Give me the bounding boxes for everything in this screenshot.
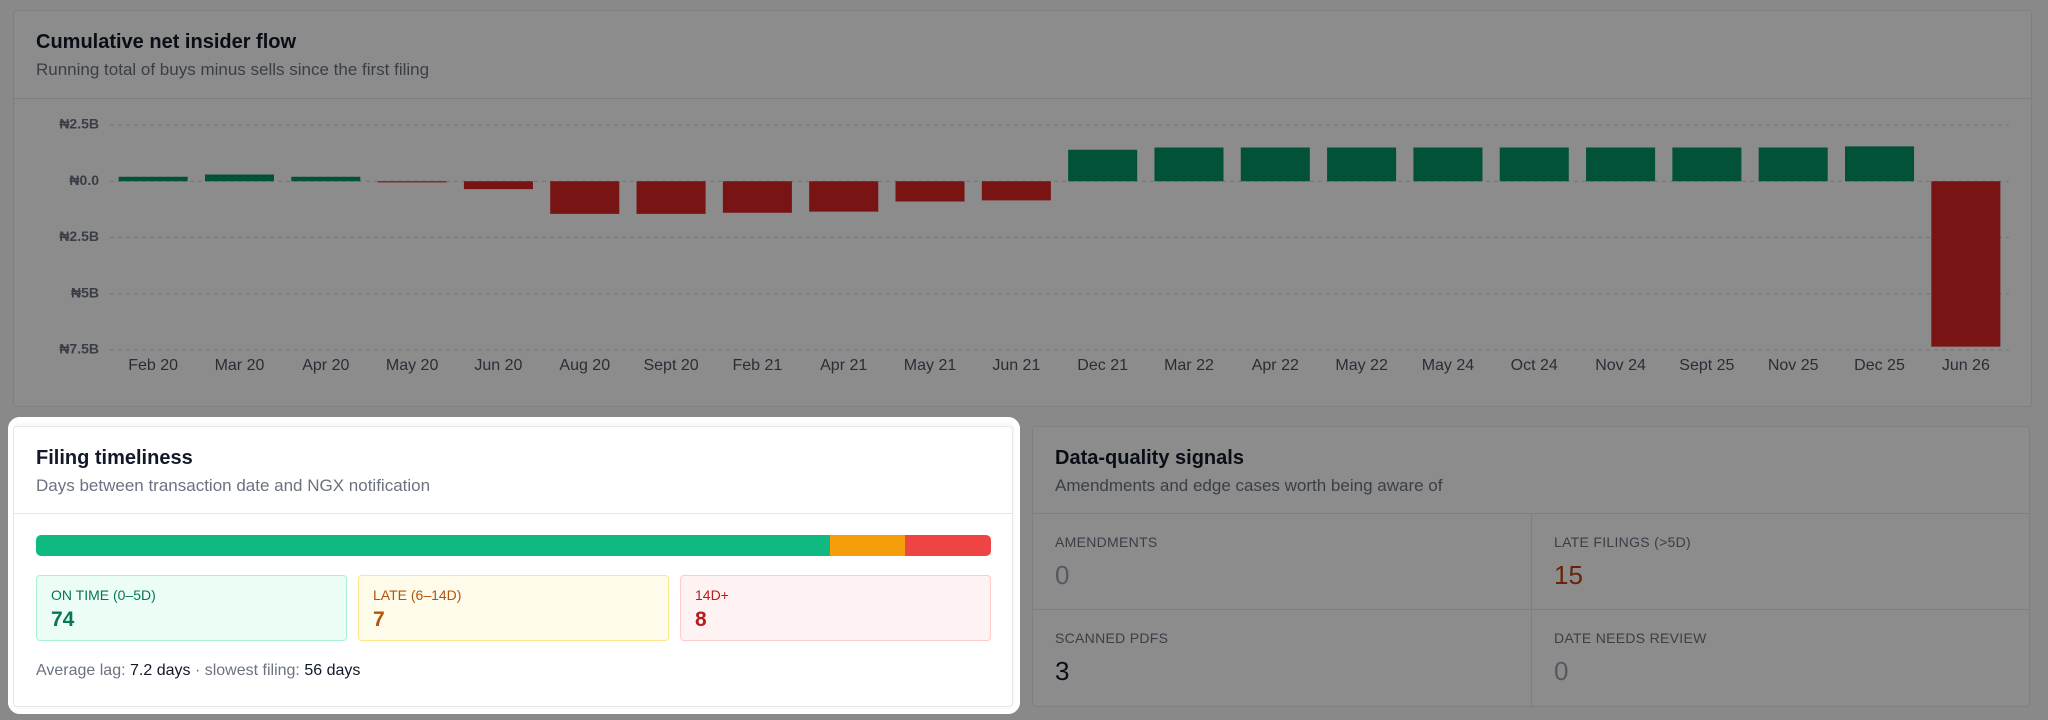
bar: [463, 181, 533, 190]
divider: [14, 513, 1012, 514]
bar: [1327, 147, 1397, 182]
quality-value: 0: [1554, 656, 1569, 686]
bar: [1931, 181, 2001, 347]
card-title: Data-quality signals: [1055, 447, 1244, 469]
bucket-label: ON TIME (0–5D): [51, 587, 156, 603]
card-subtitle: Running total of buys minus sells since …: [36, 60, 430, 79]
x-tick-label: May 20: [386, 357, 439, 374]
x-tick-label: Apr 21: [820, 357, 867, 374]
x-tick-label: Dec 25: [1854, 357, 1905, 374]
bar: [636, 181, 706, 214]
timeliness-segment: [830, 535, 906, 556]
bucket-label: 14D+: [695, 587, 729, 603]
x-tick-label: Feb 21: [732, 357, 782, 374]
divider: [14, 98, 2031, 99]
x-tick-label: Feb 20: [128, 357, 178, 374]
footer-value: 56 days: [304, 662, 361, 679]
bar: [291, 176, 361, 182]
bar: [1154, 147, 1224, 182]
footer-value: 7.2 days: [130, 662, 191, 679]
x-tick-label: May 21: [904, 357, 957, 374]
bucket-label: LATE (6–14D): [373, 587, 462, 603]
bar: [1844, 146, 1915, 182]
bucket-box: ON TIME (0–5D) 74: [36, 575, 347, 641]
divider: [1033, 513, 2029, 514]
timeliness-bar: [36, 535, 991, 556]
card-title: Filing timeliness: [36, 447, 193, 469]
footer-label: slowest filing:: [204, 662, 300, 679]
x-tick-label: Nov 24: [1595, 357, 1646, 374]
card-subtitle: Amendments and edge cases worth being aw…: [1055, 476, 1443, 495]
quality-cell: LATE FILINGS (>5D) 15: [1532, 514, 2030, 610]
bar: [1413, 147, 1483, 182]
bar: [204, 174, 275, 182]
quality-cell: AMENDMENTS 0: [1033, 514, 1531, 610]
y-tick-label: ₦5B: [71, 284, 99, 300]
quality-value: 0: [1055, 560, 1070, 590]
card-title: Cumulative net insider flow: [36, 31, 297, 53]
bar: [1499, 147, 1569, 182]
flow-card: Cumulative net insider flow Running tota…: [13, 10, 2032, 407]
timeliness-card: Filing timeliness Days between transacti…: [13, 426, 1013, 707]
bar: [1240, 147, 1310, 182]
timeliness-footer: Average lag: 7.2 days · slowest filing: …: [36, 662, 360, 680]
bar: [118, 176, 188, 182]
quality-label: AMENDMENTS: [1055, 534, 1158, 550]
quality-value: 3: [1055, 656, 1070, 686]
bar: [550, 181, 620, 214]
bucket-box: LATE (6–14D) 7: [358, 575, 669, 641]
bar: [981, 181, 1051, 201]
x-tick-label: Sept 20: [643, 357, 698, 374]
footer-separator: ·: [194, 662, 201, 679]
y-tick-label: ₦2.5B: [59, 228, 99, 244]
divider: [1531, 514, 1532, 708]
footer-label: Average lag:: [36, 662, 126, 679]
x-tick-label: Aug 20: [559, 357, 610, 374]
timeliness-segment: [36, 535, 831, 556]
bar: [377, 181, 447, 183]
x-tick-label: Sept 25: [1679, 357, 1734, 374]
x-tick-label: Apr 20: [302, 357, 349, 374]
quality-value: 15: [1554, 560, 1583, 590]
bar: [895, 181, 965, 202]
bar: [722, 181, 792, 213]
bucket-box: 14D+ 8: [680, 575, 991, 641]
quality-cell: DATE NEEDS REVIEW 0: [1532, 610, 2030, 706]
bar: [1758, 147, 1828, 182]
timeliness-segment: [905, 535, 991, 556]
bar: [1068, 149, 1138, 182]
x-tick-label: Apr 22: [1252, 357, 1299, 374]
quality-label: SCANNED PDFS: [1055, 630, 1169, 646]
x-tick-label: May 22: [1335, 357, 1388, 374]
bar: [1586, 147, 1656, 182]
x-tick-label: Oct 24: [1511, 357, 1558, 374]
x-tick-label: Mar 22: [1164, 357, 1214, 374]
y-tick-label: ₦0.0: [69, 172, 99, 188]
bucket-count: 7: [373, 608, 385, 631]
bucket-count: 8: [695, 608, 707, 631]
x-tick-label: Dec 21: [1077, 357, 1128, 374]
quality-label: LATE FILINGS (>5D): [1554, 534, 1692, 550]
x-tick-label: Nov 25: [1768, 357, 1819, 374]
y-tick-label: ₦2.5B: [59, 116, 99, 132]
bar: [1672, 147, 1742, 182]
chart: ₦2.5B ₦0.0 ₦2.5B ₦5B ₦7.5B Feb 20 Mar 20 Apr 20…: [59, 116, 2009, 374]
card-subtitle: Days between transaction date and NGX no…: [36, 476, 431, 495]
bucket-count: 74: [51, 608, 75, 631]
quality-card: Data-quality signals Amendments and edge…: [1032, 426, 2030, 708]
bar: [809, 181, 879, 212]
x-tick-label: Jun 26: [1942, 357, 1990, 374]
quality-cell: SCANNED PDFS 3: [1033, 610, 1531, 706]
quality-label: DATE NEEDS REVIEW: [1554, 630, 1707, 646]
x-tick-label: Jun 20: [474, 357, 522, 374]
x-tick-label: May 24: [1422, 357, 1475, 374]
x-tick-label: Mar 20: [215, 357, 265, 374]
y-tick-label: ₦7.5B: [59, 341, 99, 357]
x-tick-label: Jun 21: [992, 357, 1040, 374]
